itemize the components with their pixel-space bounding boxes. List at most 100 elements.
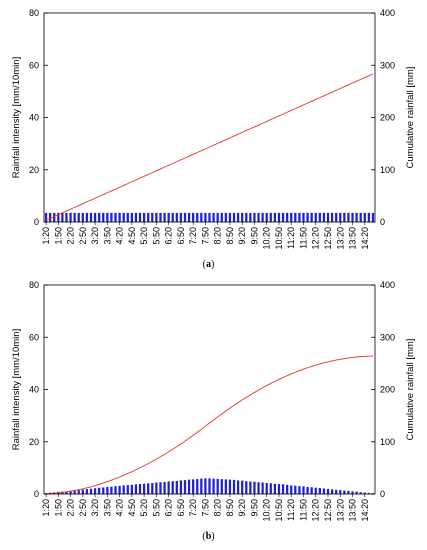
rain-intensity-bar xyxy=(106,212,109,222)
rain-intensity-bar xyxy=(322,212,326,222)
rain-intensity-bar xyxy=(224,479,227,494)
x-tick-label: 6:50 xyxy=(176,227,186,245)
x-tick-label: 5:50 xyxy=(151,499,161,517)
rain-intensity-bar xyxy=(200,478,203,494)
left-y-axis-title: Rainfall intensity [mm/10min] xyxy=(11,329,22,450)
rain-intensity-bar xyxy=(130,484,133,494)
x-tick-label: 3:50 xyxy=(102,499,112,517)
rain-intensity-bar xyxy=(306,486,309,494)
x-tick-label: 8:50 xyxy=(225,227,235,245)
x-tick-label: 14:20 xyxy=(360,499,370,522)
left-y-tick-label: 40 xyxy=(29,113,39,123)
left-y-tick-label: 80 xyxy=(29,8,39,18)
x-tick-label: 6:20 xyxy=(164,227,174,245)
rain-intensity-bar xyxy=(310,212,313,222)
rain-intensity-bar xyxy=(118,212,121,222)
x-tick-label: 3:50 xyxy=(102,227,112,245)
rain-intensity-bar xyxy=(249,481,252,494)
rain-intensity-bar xyxy=(73,490,76,494)
x-tick-label: 5:20 xyxy=(139,499,149,517)
rain-intensity-bar xyxy=(142,483,146,494)
rain-intensity-bar xyxy=(81,212,84,222)
rain-intensity-bar xyxy=(110,486,113,494)
rain-intensity-bar xyxy=(322,488,326,494)
rain-intensity-bar xyxy=(130,212,133,222)
rain-intensity-bar xyxy=(302,486,305,494)
x-tick-label: 7:50 xyxy=(200,227,210,245)
rain-intensity-bar xyxy=(351,491,354,494)
rain-intensity-bar xyxy=(118,485,121,494)
rain-intensity-bar xyxy=(212,212,215,222)
rain-intensity-bar xyxy=(98,487,101,494)
left-y-tick-label: 80 xyxy=(29,280,39,290)
rain-intensity-bar xyxy=(286,212,289,222)
x-tick-label: 3:20 xyxy=(90,499,100,517)
x-tick-label: 2:50 xyxy=(78,227,88,245)
rain-intensity-bar xyxy=(232,479,236,494)
rain-intensity-bar xyxy=(102,212,105,222)
rain-intensity-bar xyxy=(265,483,268,494)
right-y-tick-label: 200 xyxy=(380,385,395,395)
rain-intensity-bar xyxy=(142,212,146,222)
rain-intensity-bar xyxy=(93,212,97,222)
rain-intensity-bar xyxy=(216,478,219,494)
rain-intensity-bar xyxy=(85,212,89,222)
rain-intensity-bar xyxy=(114,486,117,494)
rain-intensity-bar xyxy=(110,212,113,222)
rain-intensity-bar xyxy=(155,482,158,494)
rain-intensity-bar xyxy=(290,212,293,222)
x-tick-label: 9:50 xyxy=(249,227,259,245)
rain-intensity-bar xyxy=(147,483,150,494)
x-tick-label: 12:50 xyxy=(323,499,333,522)
rain-intensity-bar xyxy=(326,212,330,222)
rain-intensity-bar xyxy=(163,212,166,222)
x-tick-label: 9:50 xyxy=(249,499,259,517)
rain-intensity-bar xyxy=(367,492,370,494)
x-tick-label: 9:20 xyxy=(237,227,247,245)
rain-intensity-bar xyxy=(138,212,142,222)
rain-intensity-bar xyxy=(363,492,366,494)
rain-intensity-bar xyxy=(355,212,358,222)
x-tick-label: 3:20 xyxy=(90,227,100,245)
rain-intensity-bar xyxy=(261,212,264,222)
rain-intensity-bar xyxy=(53,212,56,222)
x-tick-label: 4:50 xyxy=(127,227,137,245)
rain-intensity-bar xyxy=(187,479,191,494)
rain-intensity-bar xyxy=(310,487,313,494)
x-tick-label: 7:20 xyxy=(188,499,198,517)
rain-intensity-bar xyxy=(298,212,301,222)
rain-intensity-bar xyxy=(44,212,48,222)
rain-intensity-bar xyxy=(371,212,375,222)
rain-intensity-bar xyxy=(273,212,277,222)
rain-intensity-bar xyxy=(228,479,232,494)
rain-intensity-bar xyxy=(151,212,154,222)
x-tick-label: 11:50 xyxy=(298,499,308,521)
rain-intensity-bar xyxy=(228,212,232,222)
rain-intensity-bar xyxy=(200,212,203,222)
x-tick-label: 7:50 xyxy=(200,499,210,517)
x-tick-label: 4:20 xyxy=(115,499,125,517)
cumulative-rainfall-line xyxy=(45,73,374,221)
rain-intensity-bar xyxy=(359,492,362,494)
x-tick-label: 4:50 xyxy=(127,499,137,517)
right-y-tick-label: 300 xyxy=(380,60,395,70)
rain-intensity-bar xyxy=(245,481,248,494)
right-y-tick-label: 300 xyxy=(380,332,395,342)
rain-intensity-bar xyxy=(49,212,52,222)
x-tick-label: 8:50 xyxy=(225,499,235,517)
plot-frame xyxy=(43,12,376,223)
rain-intensity-bar xyxy=(73,212,76,222)
x-tick-label: 2:50 xyxy=(78,499,88,517)
rain-intensity-bar xyxy=(363,212,366,222)
x-tick-label: 1:50 xyxy=(53,227,63,245)
rain-intensity-bar xyxy=(265,212,268,222)
rain-intensity-bar xyxy=(114,212,117,222)
rain-intensity-bar xyxy=(196,212,199,222)
rain-intensity-bar xyxy=(93,488,97,494)
rain-intensity-bar xyxy=(359,212,362,222)
rain-intensity-bar xyxy=(249,212,252,222)
rain-intensity-bar xyxy=(339,212,342,222)
x-tick-label: 8:20 xyxy=(213,227,223,245)
rain-intensity-bar xyxy=(159,482,162,494)
rain-intensity-bar xyxy=(261,482,264,494)
